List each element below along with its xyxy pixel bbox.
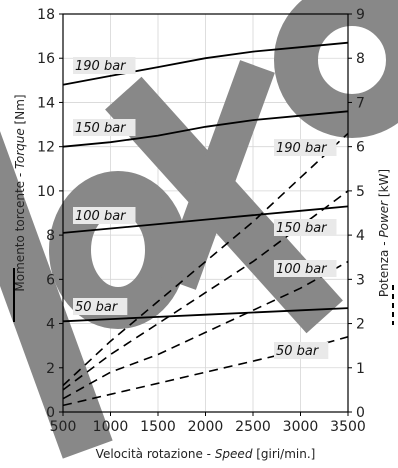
power-label: 100 bar [274, 260, 337, 277]
torque-label: 50 bar [73, 298, 128, 315]
x-axis-title-italic: Speed [215, 447, 253, 461]
y-left-tick-label: 16 [37, 51, 55, 67]
y-left-tick-label: 8 [46, 228, 55, 244]
power-label: 190 bar [274, 139, 337, 156]
x-tick-label: 1000 [93, 419, 129, 435]
y-right-axis-title-prefix: Potenza - [377, 238, 391, 297]
x-axis-title-suffix: [giri/min.] [252, 447, 315, 461]
power-label: 150 bar [274, 219, 337, 236]
x-tick-label: 3500 [330, 419, 366, 435]
x-axis-title: Velocità rotazione - Speed [giri/min.] [96, 447, 316, 461]
power-label-bg [274, 260, 337, 277]
y-right-axis-title-suffix: [kW] [377, 169, 391, 201]
power-label-bg [274, 342, 329, 359]
y-right-tick-label: 4 [356, 228, 365, 244]
torque-label-text: 190 bar [75, 59, 127, 74]
power-label-text: 150 bar [276, 221, 328, 236]
power-line-190-bar [62, 132, 349, 387]
watermark-r-stem [0, 101, 113, 459]
y-left-tick-label: 18 [37, 7, 55, 23]
torque-label-text: 100 bar [75, 209, 127, 224]
y-right-tick-label: 2 [356, 317, 365, 333]
power-label-text: 50 bar [276, 344, 320, 359]
power-label-bg [274, 139, 337, 156]
y-right-tick-label: 1 [356, 361, 365, 377]
watermark-o2 [274, 0, 398, 138]
y-left-tick-label: 14 [37, 95, 55, 111]
y-right-tick-label: 6 [356, 140, 365, 156]
y-right-tick-label: 9 [356, 7, 365, 23]
y-left-axis-title-prefix: Momento torcente - [13, 169, 27, 292]
y-right-tick-label: 5 [356, 184, 365, 200]
y-right-tick-label: 0 [356, 405, 365, 421]
torque-line-100-bar [62, 205, 349, 234]
y-left-tick-label: 6 [46, 272, 55, 288]
y-left-axis-title-italic: Torque [13, 128, 27, 169]
x-tick-label: 500 [50, 419, 77, 435]
y-right-tick-label: 3 [356, 272, 365, 288]
power-label: 50 bar [274, 342, 329, 359]
axis-titles: Velocità rotazione - Speed [giri/min.] Mo… [13, 94, 394, 461]
torque-line-150-bar [62, 110, 349, 148]
torque-label: 150 bar [73, 119, 136, 136]
power-label-text: 100 bar [276, 262, 328, 277]
torque-label-bg [73, 57, 136, 74]
y-right-tick-label: 7 [356, 95, 365, 111]
y-left-tick-label: 2 [46, 361, 55, 377]
torque-label-bg [73, 119, 136, 136]
x-tick-label: 1500 [140, 419, 176, 435]
y-right-axis-title: Potenza - Power [kW] [377, 169, 391, 297]
y-left-axis-title: Momento torcente - Torque [Nm] [13, 94, 27, 291]
torque-label-text: 150 bar [75, 121, 127, 136]
y-left-tick-label: 0 [46, 405, 55, 421]
x-axis-title-prefix: Velocità rotazione - [96, 447, 215, 461]
power-label-bg [274, 219, 337, 236]
x-tick-label: 2000 [188, 419, 224, 435]
torque-label: 190 bar [73, 57, 136, 74]
torque-line-50-bar [62, 307, 349, 323]
x-tick-label: 3000 [283, 419, 319, 435]
torque-line-190-bar [62, 41, 349, 86]
power-label-text: 190 bar [276, 141, 328, 156]
y-left-tick-label: 10 [37, 184, 55, 200]
y-right-tick-label: 8 [356, 51, 365, 67]
y-left-tick-label: 12 [37, 140, 55, 156]
y-left-axis-title-suffix: [Nm] [13, 94, 27, 128]
torque-label-bg [73, 298, 128, 315]
torque-label: 100 bar [73, 207, 136, 224]
torque-label-text: 50 bar [75, 300, 119, 315]
tick-labels: 500 1000 1500 2000 2500 3000 35000246810121416… [37, 7, 366, 435]
y-right-axis-title-italic: Power [377, 200, 391, 238]
series-labels: 190 bar 150 bar 100 bar 50 bar 190 bar 150 ba… [73, 57, 337, 359]
power-line-100-bar [62, 260, 349, 400]
torque-label-bg [73, 207, 136, 224]
x-tick-label: 2500 [235, 419, 271, 435]
y-left-tick-label: 4 [46, 317, 55, 333]
